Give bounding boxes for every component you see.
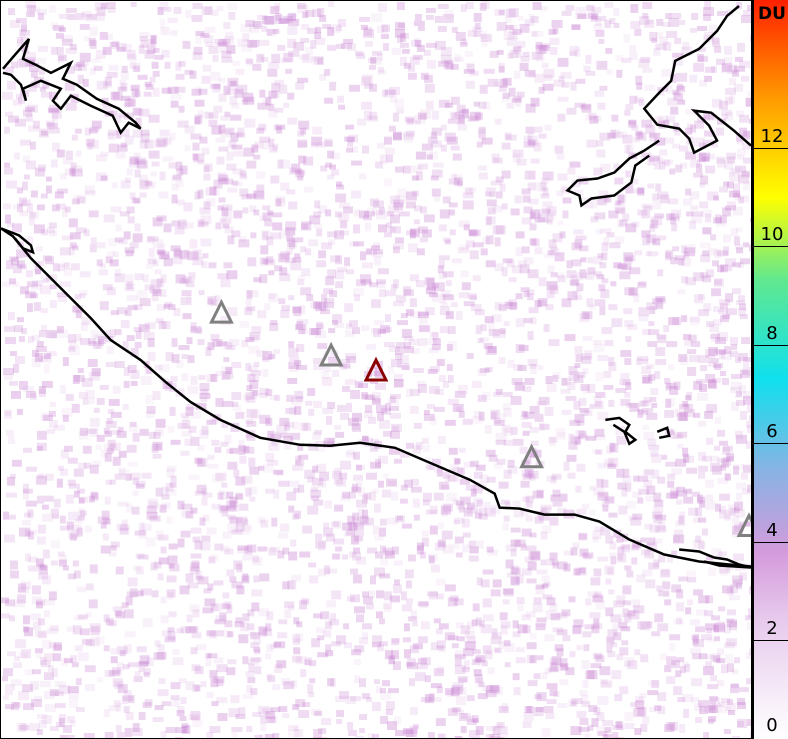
coastline-island-ne [642, 5, 751, 155]
volcano-marker [736, 512, 751, 538]
volcano-marker [209, 298, 234, 324]
coastline-island-nw [2, 38, 142, 135]
volcano-markers [209, 298, 751, 538]
coastline-main [1, 227, 751, 568]
coastline-island-e2 [656, 426, 671, 440]
colorbar-unit: DU [758, 4, 786, 24]
colorbar-tick-label: 6 [766, 421, 778, 443]
colorbar-tick [754, 541, 788, 543]
colorbar-tick [754, 443, 788, 445]
coastline-small-w [1, 227, 35, 255]
colorbar-tick-label: 4 [766, 519, 778, 541]
colorbar-tick [754, 344, 788, 346]
colorbar-tick [754, 640, 788, 642]
coastline-island-e1 [605, 416, 638, 446]
colorbar-tick-label: 0 [766, 715, 778, 736]
colorbar: DU 0 2 4 6 8 10 12 [752, 0, 788, 739]
colorbar-tick-label: 2 [766, 618, 778, 640]
colorbar-tick [754, 147, 788, 149]
colorbar-tick-label: 12 [760, 125, 784, 147]
colorbar-tick-label: 10 [760, 224, 784, 246]
coastlines [1, 5, 751, 569]
coastline-island-ne2 [565, 139, 660, 208]
map-area[interactable] [0, 0, 752, 739]
colorbar-tick [754, 246, 788, 248]
active-volcano-marker [363, 356, 389, 382]
volcano-marker [318, 341, 344, 367]
volcano-marker [519, 443, 544, 469]
colorbar-tick-label: 8 [766, 322, 778, 344]
coastline-island-se [679, 548, 751, 569]
so2-noise-layer [1, 1, 751, 738]
